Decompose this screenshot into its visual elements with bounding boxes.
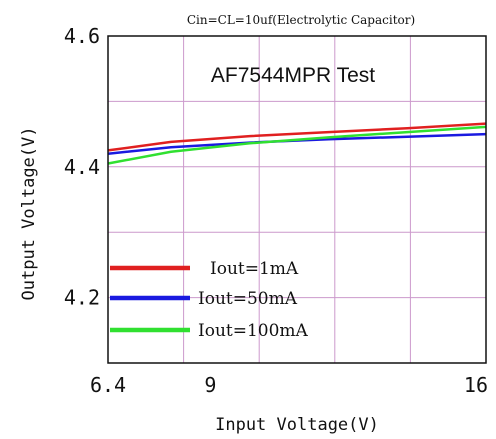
legend-label-0: Iout=1mA xyxy=(210,259,299,279)
legend-label-2: Iout=100mA xyxy=(198,321,309,341)
grid xyxy=(108,36,486,363)
legend: Iout=1mA Iout=50mA Iout=100mA xyxy=(110,259,309,341)
series-line-0 xyxy=(107,122,487,152)
chart-annotation: AF7544MPR Test xyxy=(211,64,375,87)
y-tick-label: 4.2 xyxy=(64,286,100,310)
series-line-2 xyxy=(107,125,487,165)
y-axis-ticks: 4.2 4.4 4.6 xyxy=(64,24,100,310)
x-tick-label: 9 xyxy=(204,373,216,397)
x-tick-label: 6.4 xyxy=(90,373,126,397)
x-tick-label: 16 xyxy=(464,373,488,397)
y-axis-label: Output Voltage(V) xyxy=(19,127,39,301)
y-tick-label: 4.4 xyxy=(64,155,100,179)
plot-frame xyxy=(107,35,487,364)
x-axis-label: Input Voltage(V) xyxy=(215,415,379,435)
y-tick-label: 4.6 xyxy=(64,24,100,48)
series-lines xyxy=(107,122,487,165)
chart-title: Cin=CL=10uf(Electrolytic Capacitor) xyxy=(187,13,415,27)
legend-label-1: Iout=50mA xyxy=(198,289,298,309)
x-axis-ticks: 6.4 9 16 xyxy=(90,373,488,397)
